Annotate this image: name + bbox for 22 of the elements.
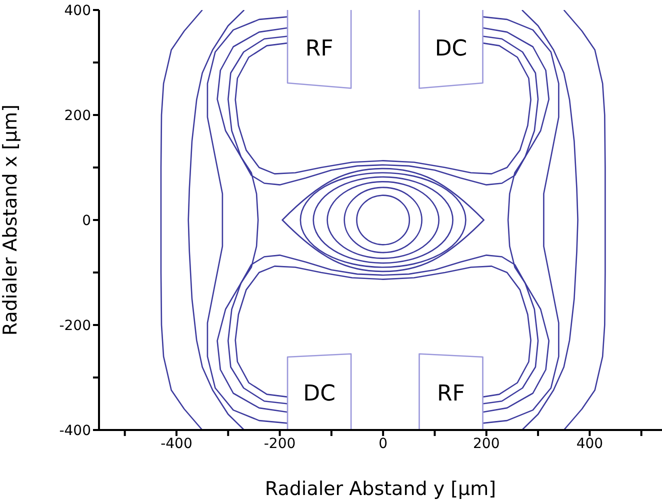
x-tick-label: -400 [160,436,192,452]
line-series [160,10,203,430]
y-axis-title: Radialer Abstand x [µm] [0,104,22,336]
y-tick-label: -400 [59,422,91,439]
y-tick-label: 400 [64,2,91,19]
y-tick-label: 200 [64,108,91,124]
x-tick-label: 0 [378,436,388,452]
line-series [521,10,578,430]
x-tick-label: 400 [576,436,604,452]
annotation: RF [305,36,334,62]
x-tick-label: -200 [264,436,296,452]
y-tick-label: 0 [82,212,91,229]
annotation: DC [434,36,468,62]
line-series [206,16,288,424]
line-series [188,10,245,430]
line-series [482,16,560,424]
line-series [563,10,606,430]
annotation: RF [437,382,465,407]
x-axis-title: Radialer Abstand y [µm] [264,478,496,500]
annotation: DC [303,382,336,407]
x-tick-label: 200 [473,436,500,452]
y-tick-label: -200 [59,318,91,334]
